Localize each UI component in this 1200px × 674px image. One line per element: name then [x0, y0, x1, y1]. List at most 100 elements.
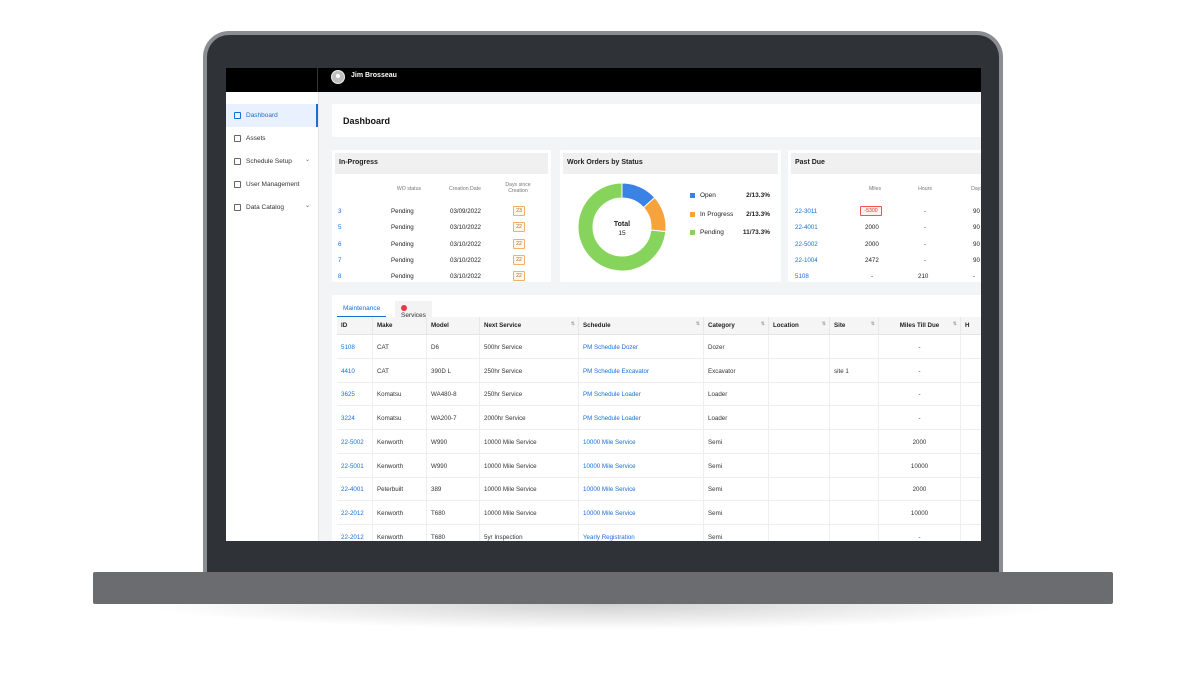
- work-order-link[interactable]: 8: [338, 273, 342, 281]
- cell-schedule[interactable]: 10000 Mile Service: [579, 477, 704, 502]
- sidebar: Dashboard Assets Schedule Setup ⌄ User Manag…: [226, 92, 319, 541]
- work-order-link[interactable]: 6: [338, 240, 342, 248]
- asset-link[interactable]: 22-4001: [795, 224, 818, 232]
- cell-schedule[interactable]: PM Schedule Loader: [579, 382, 704, 407]
- cell-location: [769, 524, 830, 541]
- table-row[interactable]: 22-2012 Kenworth T680 10000 Mile Service 100…: [337, 500, 981, 525]
- sidebar-item-schedule-setup[interactable]: Schedule Setup ⌄: [226, 150, 318, 173]
- legend-label: Open: [700, 192, 716, 199]
- donut-center-label: Total: [614, 221, 630, 228]
- column-header-next-service[interactable]: Next Service ⇅: [480, 317, 579, 335]
- work-order-link[interactable]: 3: [338, 208, 342, 215]
- sidebar-item-assets[interactable]: Assets: [226, 127, 318, 150]
- column-header-id[interactable]: ID: [337, 317, 373, 335]
- cell-id[interactable]: 4410: [337, 358, 373, 383]
- tab-services[interactable]: Services: [395, 301, 432, 319]
- legend-item-pending[interactable]: Pending 11/73.3%: [690, 229, 770, 239]
- cell-miles: 2000: [879, 429, 961, 454]
- cell-schedule[interactable]: 10000 Mile Service: [579, 500, 704, 525]
- cell-schedule[interactable]: 10000 Mile Service: [579, 453, 704, 478]
- cell-make: Kenworth: [373, 453, 427, 478]
- cell-site: [830, 500, 879, 525]
- table-row[interactable]: 3224 Komatsu WA200-7 2000hr Service PM Sched…: [337, 406, 981, 431]
- table-row[interactable]: 22-5001 Kenworth W990 10000 Mile Service 100…: [337, 453, 981, 478]
- asset-link[interactable]: 22-5002: [795, 240, 818, 248]
- cell-category: Semi: [704, 500, 769, 525]
- asset-link[interactable]: 5108: [795, 273, 809, 281]
- column-header-h[interactable]: H: [961, 317, 981, 335]
- cell-next: 10000 Mile Service: [480, 453, 579, 478]
- column-header-schedule[interactable]: Schedule ⇅: [579, 317, 704, 335]
- table-row[interactable]: 4410 CAT 390D L 250hr Service PM Schedule Ex…: [337, 358, 981, 383]
- column-header-category[interactable]: Category ⇅: [704, 317, 769, 335]
- legend-item-in-progress[interactable]: In Progress 2/13.3%: [690, 211, 770, 221]
- donut-slice-pending[interactable]: [577, 182, 667, 272]
- chevron-down-icon: ⌄: [304, 157, 310, 163]
- cell-id[interactable]: 22-4001: [337, 477, 373, 502]
- work-order-date: 03/10/2022: [450, 240, 481, 248]
- cell-model: T680: [427, 500, 480, 525]
- cell-id[interactable]: 22-2012: [337, 524, 373, 541]
- legend-value: 11/73.3%: [742, 229, 770, 236]
- in-progress-title: In-Progress: [335, 153, 548, 174]
- cell-schedule[interactable]: PM Schedule Loader: [579, 406, 704, 431]
- user-avatar-icon[interactable]: [331, 70, 345, 84]
- hours-value: -: [924, 224, 927, 232]
- table-header-row: ID Make Model Next Service ⇅ Schedule ⇅ Categor…: [337, 317, 981, 335]
- past-due-title: Past Due: [791, 153, 981, 174]
- cell-model: WA200-7: [427, 406, 480, 431]
- cell-location: [769, 453, 830, 478]
- document-icon: [234, 135, 241, 142]
- table-row[interactable]: 22-2012 Kenworth T680 5yr Inspection Yearly …: [337, 524, 981, 541]
- cell-schedule[interactable]: Yearly Registration: [579, 524, 704, 541]
- cell-id[interactable]: 22-2012: [337, 500, 373, 525]
- users-icon: [234, 181, 241, 188]
- cell-miles: 2000: [879, 477, 961, 502]
- cell-id[interactable]: 22-5001: [337, 453, 373, 478]
- cell-schedule[interactable]: PM Schedule Dozer: [579, 335, 704, 359]
- table-row[interactable]: 22-5002 Kenworth W990 10000 Mile Service 100…: [337, 429, 981, 454]
- asset-link[interactable]: 22-1004: [795, 256, 818, 264]
- cell-model: T680: [427, 524, 480, 541]
- cell-next: 5yr Inspection: [480, 524, 579, 541]
- cell-site: [830, 429, 879, 454]
- table-row[interactable]: 3625 Komatsu WA480-8 250hr Service PM Schedu…: [337, 382, 981, 407]
- column-header-location[interactable]: Location ⇅: [769, 317, 830, 335]
- tab-maintenance[interactable]: Maintenance: [337, 301, 387, 318]
- legend-swatch: [690, 193, 695, 198]
- cell-id[interactable]: 5108: [337, 335, 373, 359]
- sidebar-item-user-management[interactable]: User Management: [226, 173, 318, 196]
- sidebar-item-dashboard[interactable]: Dashboard: [226, 104, 318, 127]
- user-name[interactable]: Jim Brosseau: [351, 72, 397, 79]
- legend-item-open[interactable]: Open 2/13.3%: [690, 192, 770, 202]
- days-badge: 22: [513, 271, 525, 282]
- cell-make: CAT: [373, 335, 427, 359]
- asset-link[interactable]: 22-3011: [795, 208, 818, 215]
- column-header-miles-till-due[interactable]: Miles Till Due ⇅: [879, 317, 961, 335]
- column-header-site[interactable]: Site ⇅: [830, 317, 879, 335]
- cell-category: Semi: [704, 453, 769, 478]
- column-header-make[interactable]: Make: [373, 317, 427, 335]
- cell-make: Komatsu: [373, 382, 427, 407]
- in-progress-card: In-Progress WO status Creation Date Days s…: [332, 150, 551, 282]
- cell-id[interactable]: 3224: [337, 406, 373, 431]
- table-row[interactable]: 22-4001 Peterbuilt 389 10000 Mile Service 10…: [337, 477, 981, 502]
- cell-schedule[interactable]: PM Schedule Excavator: [579, 358, 704, 383]
- cell-extra: [961, 335, 981, 359]
- work-order-link[interactable]: 5: [338, 224, 342, 232]
- work-order-link[interactable]: 7: [338, 256, 342, 264]
- sidebar-item-data-catalog[interactable]: Data Catalog ⌄: [226, 196, 318, 219]
- laptop-shadow: [140, 604, 1070, 630]
- legend-label: Pending: [700, 229, 724, 236]
- cell-extra: [961, 525, 981, 541]
- cell-id[interactable]: 3625: [337, 382, 373, 407]
- days-value: -: [973, 273, 976, 281]
- cell-miles: -: [879, 358, 961, 383]
- column-header-label: H: [965, 322, 970, 329]
- column-header-model[interactable]: Model: [427, 317, 480, 335]
- table-row[interactable]: 5108 CAT D6 500hr Service PM Schedule Dozer D…: [337, 335, 981, 359]
- cell-schedule[interactable]: 10000 Mile Service: [579, 429, 704, 454]
- work-orders-title: Work Orders by Status: [563, 153, 778, 174]
- miles-value: 2472: [865, 256, 879, 264]
- cell-id[interactable]: 22-5002: [337, 429, 373, 454]
